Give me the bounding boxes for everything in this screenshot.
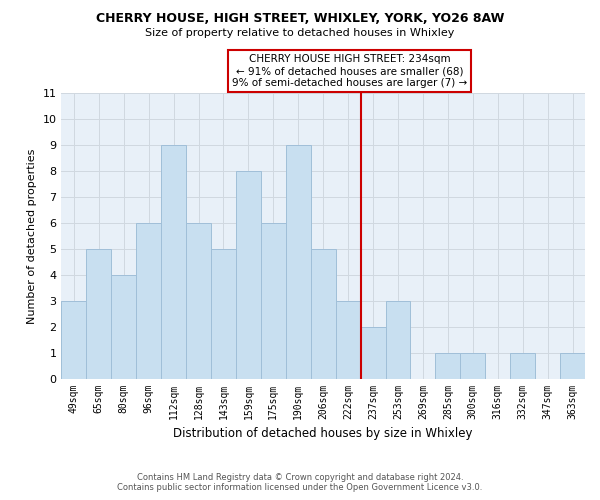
Bar (111, 275, 136, 378)
Bar (236, 171, 261, 378)
Bar (460, 352, 485, 378)
Bar (261, 223, 286, 378)
Text: CHERRY HOUSE, HIGH STREET, WHIXLEY, YORK, YO26 8AW: CHERRY HOUSE, HIGH STREET, WHIXLEY, YORK… (96, 12, 504, 26)
Bar (311, 249, 335, 378)
Bar (211, 249, 236, 378)
Bar (510, 352, 535, 378)
X-axis label: Distribution of detached houses by size in Whixley: Distribution of detached houses by size … (173, 427, 473, 440)
Bar (136, 223, 161, 378)
Bar (560, 352, 585, 378)
Bar (161, 145, 186, 378)
Text: Contains HM Land Registry data © Crown copyright and database right 2024.
Contai: Contains HM Land Registry data © Crown c… (118, 473, 482, 492)
Bar (61, 301, 86, 378)
Bar (386, 301, 410, 378)
Bar (186, 223, 211, 378)
Bar (361, 326, 386, 378)
Text: CHERRY HOUSE HIGH STREET: 234sqm
← 91% of detached houses are smaller (68)
9% of: CHERRY HOUSE HIGH STREET: 234sqm ← 91% o… (232, 54, 467, 88)
Text: Size of property relative to detached houses in Whixley: Size of property relative to detached ho… (145, 28, 455, 38)
Bar (335, 301, 361, 378)
Bar (86, 249, 111, 378)
Bar (436, 352, 460, 378)
Y-axis label: Number of detached properties: Number of detached properties (27, 148, 37, 324)
Bar (286, 145, 311, 378)
